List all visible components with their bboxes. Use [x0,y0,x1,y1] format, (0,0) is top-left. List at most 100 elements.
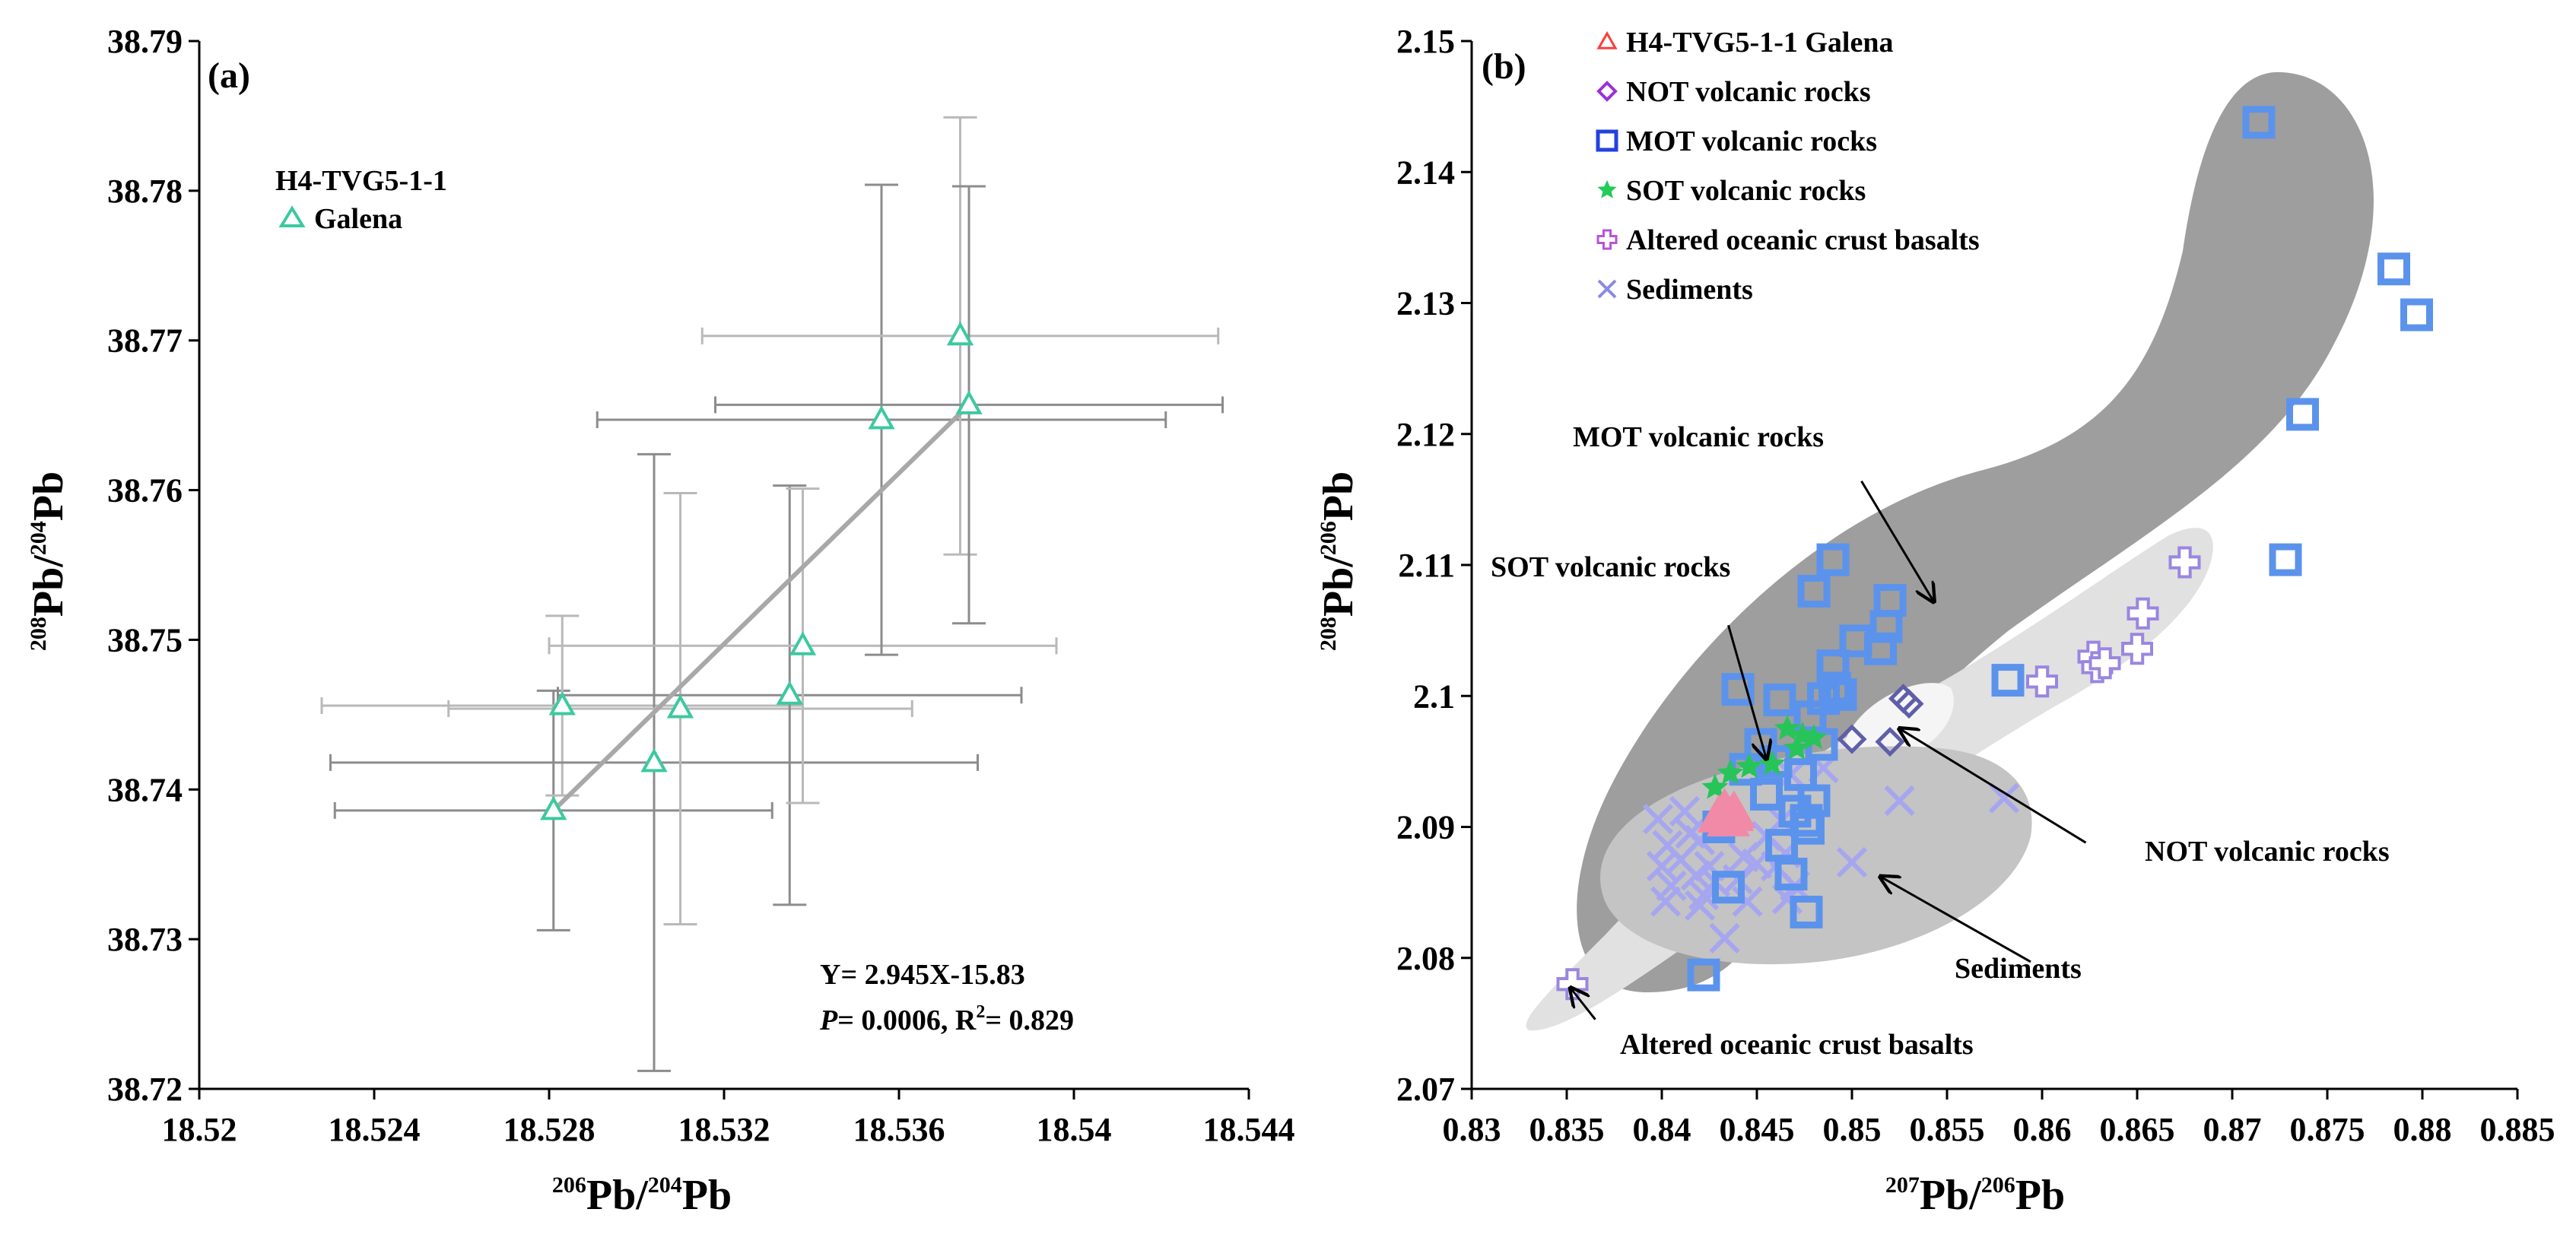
galena-point [548,690,576,716]
sot-volcanic-rocks-point [1800,724,1828,750]
panel-b-x-axis-label: 207Pb/206Pb [1885,1172,2065,1219]
altered-oceanic-crust-basalts-point [2121,633,2153,665]
panel-b: 0.83 0.835 0.84 0.845 0.85 0.855 0.86 0.865 0.87… [1315,23,2555,1219]
sediments-point [1988,782,2020,814]
galena-point [640,747,668,773]
sediments-field [1600,746,2032,965]
panel-a-x-tick-label: 18.54 [1037,1111,1112,1148]
panel-b-y-tick-label: 2.08 [1396,940,1455,977]
panel-b-y-axis-label: 208Pb/206Pb [1315,471,1362,651]
panel-b-y-tick-label: 2.13 [1396,285,1455,322]
r-squared-value: = 0.829 [985,1004,1074,1036]
panel-b-y-tick-label: 2.15 [1396,23,1455,60]
panel-a-y-tick-label: 38.76 [107,472,183,509]
mot-volcanic-rocks-point [1797,574,1831,608]
sediments-point [1642,804,1674,835]
legend-marker-diamond [1596,81,1618,102]
panel-a-y-tick-label: 38.79 [107,23,183,60]
sot-volcanic-rocks-point [1717,759,1744,785]
panel-a-x-tick-label: 18.52 [162,1111,237,1148]
p-symbol: P [819,1004,838,1036]
h4-tvg5-1-1-galena-point [1712,790,1756,829]
panel-b-y-tick-label: 2.11 [1398,547,1455,584]
sediments-point [1684,890,1716,921]
mot-volcanic-rocks-point [2269,543,2302,576]
not-volcanic-rocks-point [1837,724,1867,754]
regression-stats: P= 0.0006, R2= 0.829 [819,1002,1074,1036]
mot-volcanic-rocks-point [1750,777,1783,811]
sediments-point [1669,795,1701,827]
panel-b-x-tick-labels: 0.83 0.835 0.84 0.845 0.85 0.855 0.86 0.865 0.87… [1443,1111,2555,1148]
panel-b-legend: H4-TVG5-1-1 Galena NOT volcanic rocks MOT … [1596,27,1980,306]
mot-volcanic-rocks-point [2400,298,2433,332]
galena-point [868,405,895,430]
panel-a-x-tick-label: 18.536 [853,1111,945,1148]
mot-volcanic-rocks-point [1790,895,1823,928]
legend-label: Altered oceanic crust basalts [1626,224,1980,256]
mot-volcanic-rocks-point [1869,610,1903,643]
panel-a-x-tick-labels: 18.52 18.524 18.528 18.532 18.536 18.54 18.544 [162,1111,1295,1148]
panel-a-y-tick-label: 38.74 [107,771,183,808]
panel-a-y-tick-label: 38.78 [107,173,183,210]
not-field [1845,683,1954,763]
panel-b-field-labels: MOT volcanic rocks SOT volcanic rocks NOT … [1491,421,2390,1061]
panel-b-y-tick-label: 2.12 [1396,416,1455,453]
mot-volcanic-rocks-point [1839,624,1872,658]
panel-a-regression-line [551,403,971,812]
panel-a-x-tick-label: 18.532 [678,1111,770,1148]
panel-b-x-tick-label: 0.865 [2100,1111,2175,1148]
panel-b-y-tick-label: 2.14 [1396,154,1455,191]
not-volcanic-rocks-point [1894,689,1924,719]
panel-a-legend: H4-TVG5-1-1 Galena [275,165,447,235]
legend-label: H4-TVG5-1-1 Galena [1626,27,1893,59]
panel-b-x-tick-label: 0.855 [1910,1111,1985,1148]
mot-volcanic-rocks-point [2286,398,2319,431]
panel-a-y-axis-label: 208Pb/204Pb [25,471,72,651]
galena-point [540,795,567,820]
mot-volcanic-rocks-point [2242,106,2276,139]
sediments-point [1836,846,1868,878]
sot-volcanic-rocks-point [1784,734,1810,760]
legend-marker-cross [1596,229,1618,250]
panel-b-x-tick-label: 0.835 [1529,1111,1605,1148]
field-label-sediments: Sediments [1955,953,2082,985]
legend-label: SOT volcanic rocks [1626,175,1866,207]
panel-b-y-tick-label: 2.1 [1413,678,1455,715]
sediments-point [1650,886,1682,917]
mot-volcanic-rocks-point [1763,683,1796,716]
panel-a-legend-marker [278,205,306,227]
mot-volcanic-rocks-point [1774,858,1808,891]
panel-a-regression-annotation: Y= 2.945X-15.83 P= 0.0006, R2= 0.829 [819,959,1074,1036]
field-label-arrow [1571,988,1596,1020]
panel-a-y-tick-label: 38.77 [107,322,183,360]
legend-label: NOT volcanic rocks [1626,76,1871,108]
panel-a-x-tick-label: 18.528 [503,1111,596,1148]
panel-b-x-tick-label: 0.83 [1443,1111,1501,1148]
panel-a-y-tick-labels: 38.72 38.73 38.74 38.75 38.76 38.77 38.78 38.79 [107,23,183,1108]
panel-b-label: (b) [1482,46,1526,87]
mot-volcanic-rocks-point [1712,871,1745,904]
panel-a-y-tick-label: 38.73 [107,921,183,958]
field-label-arrow [1900,728,2087,844]
panel-b-x-tick-label: 0.845 [1720,1111,1795,1148]
altered-oceanic-crust-basalts-point [2168,546,2201,579]
sot-volcanic-rocks-point [1701,773,1729,799]
p-value: = 0.0006, R [837,1004,977,1036]
field-label-arrow [1881,877,2031,963]
sediments-point [1680,860,1712,891]
panel-a-x-tick-label: 18.524 [329,1111,421,1148]
sediments-point [1646,851,1678,882]
field-label-mot-volcanic-rocks: MOT volcanic rocks [1573,421,1824,453]
panel-a-x-tick-label: 18.544 [1203,1111,1295,1148]
panel-a-label: (a) [208,56,250,96]
regression-equation: Y= 2.945X-15.83 [820,959,1025,991]
field-label-not-volcanic-rocks: NOT volcanic rocks [2145,836,2390,868]
legend-marker-star [1597,179,1617,198]
panel-b-x-tick-label: 0.885 [2480,1111,2555,1148]
field-label-sot-volcanic-rocks: SOT volcanic rocks [1491,551,1730,583]
panel-b-x-tick-label: 0.87 [2203,1111,2262,1148]
altered-oceanic-crust-basalts-point [2127,597,2159,630]
legend-marker-square [1596,129,1618,152]
mot-volcanic-rocks-point [1687,958,1720,992]
panel-a-y-tick-label: 38.75 [107,621,183,658]
